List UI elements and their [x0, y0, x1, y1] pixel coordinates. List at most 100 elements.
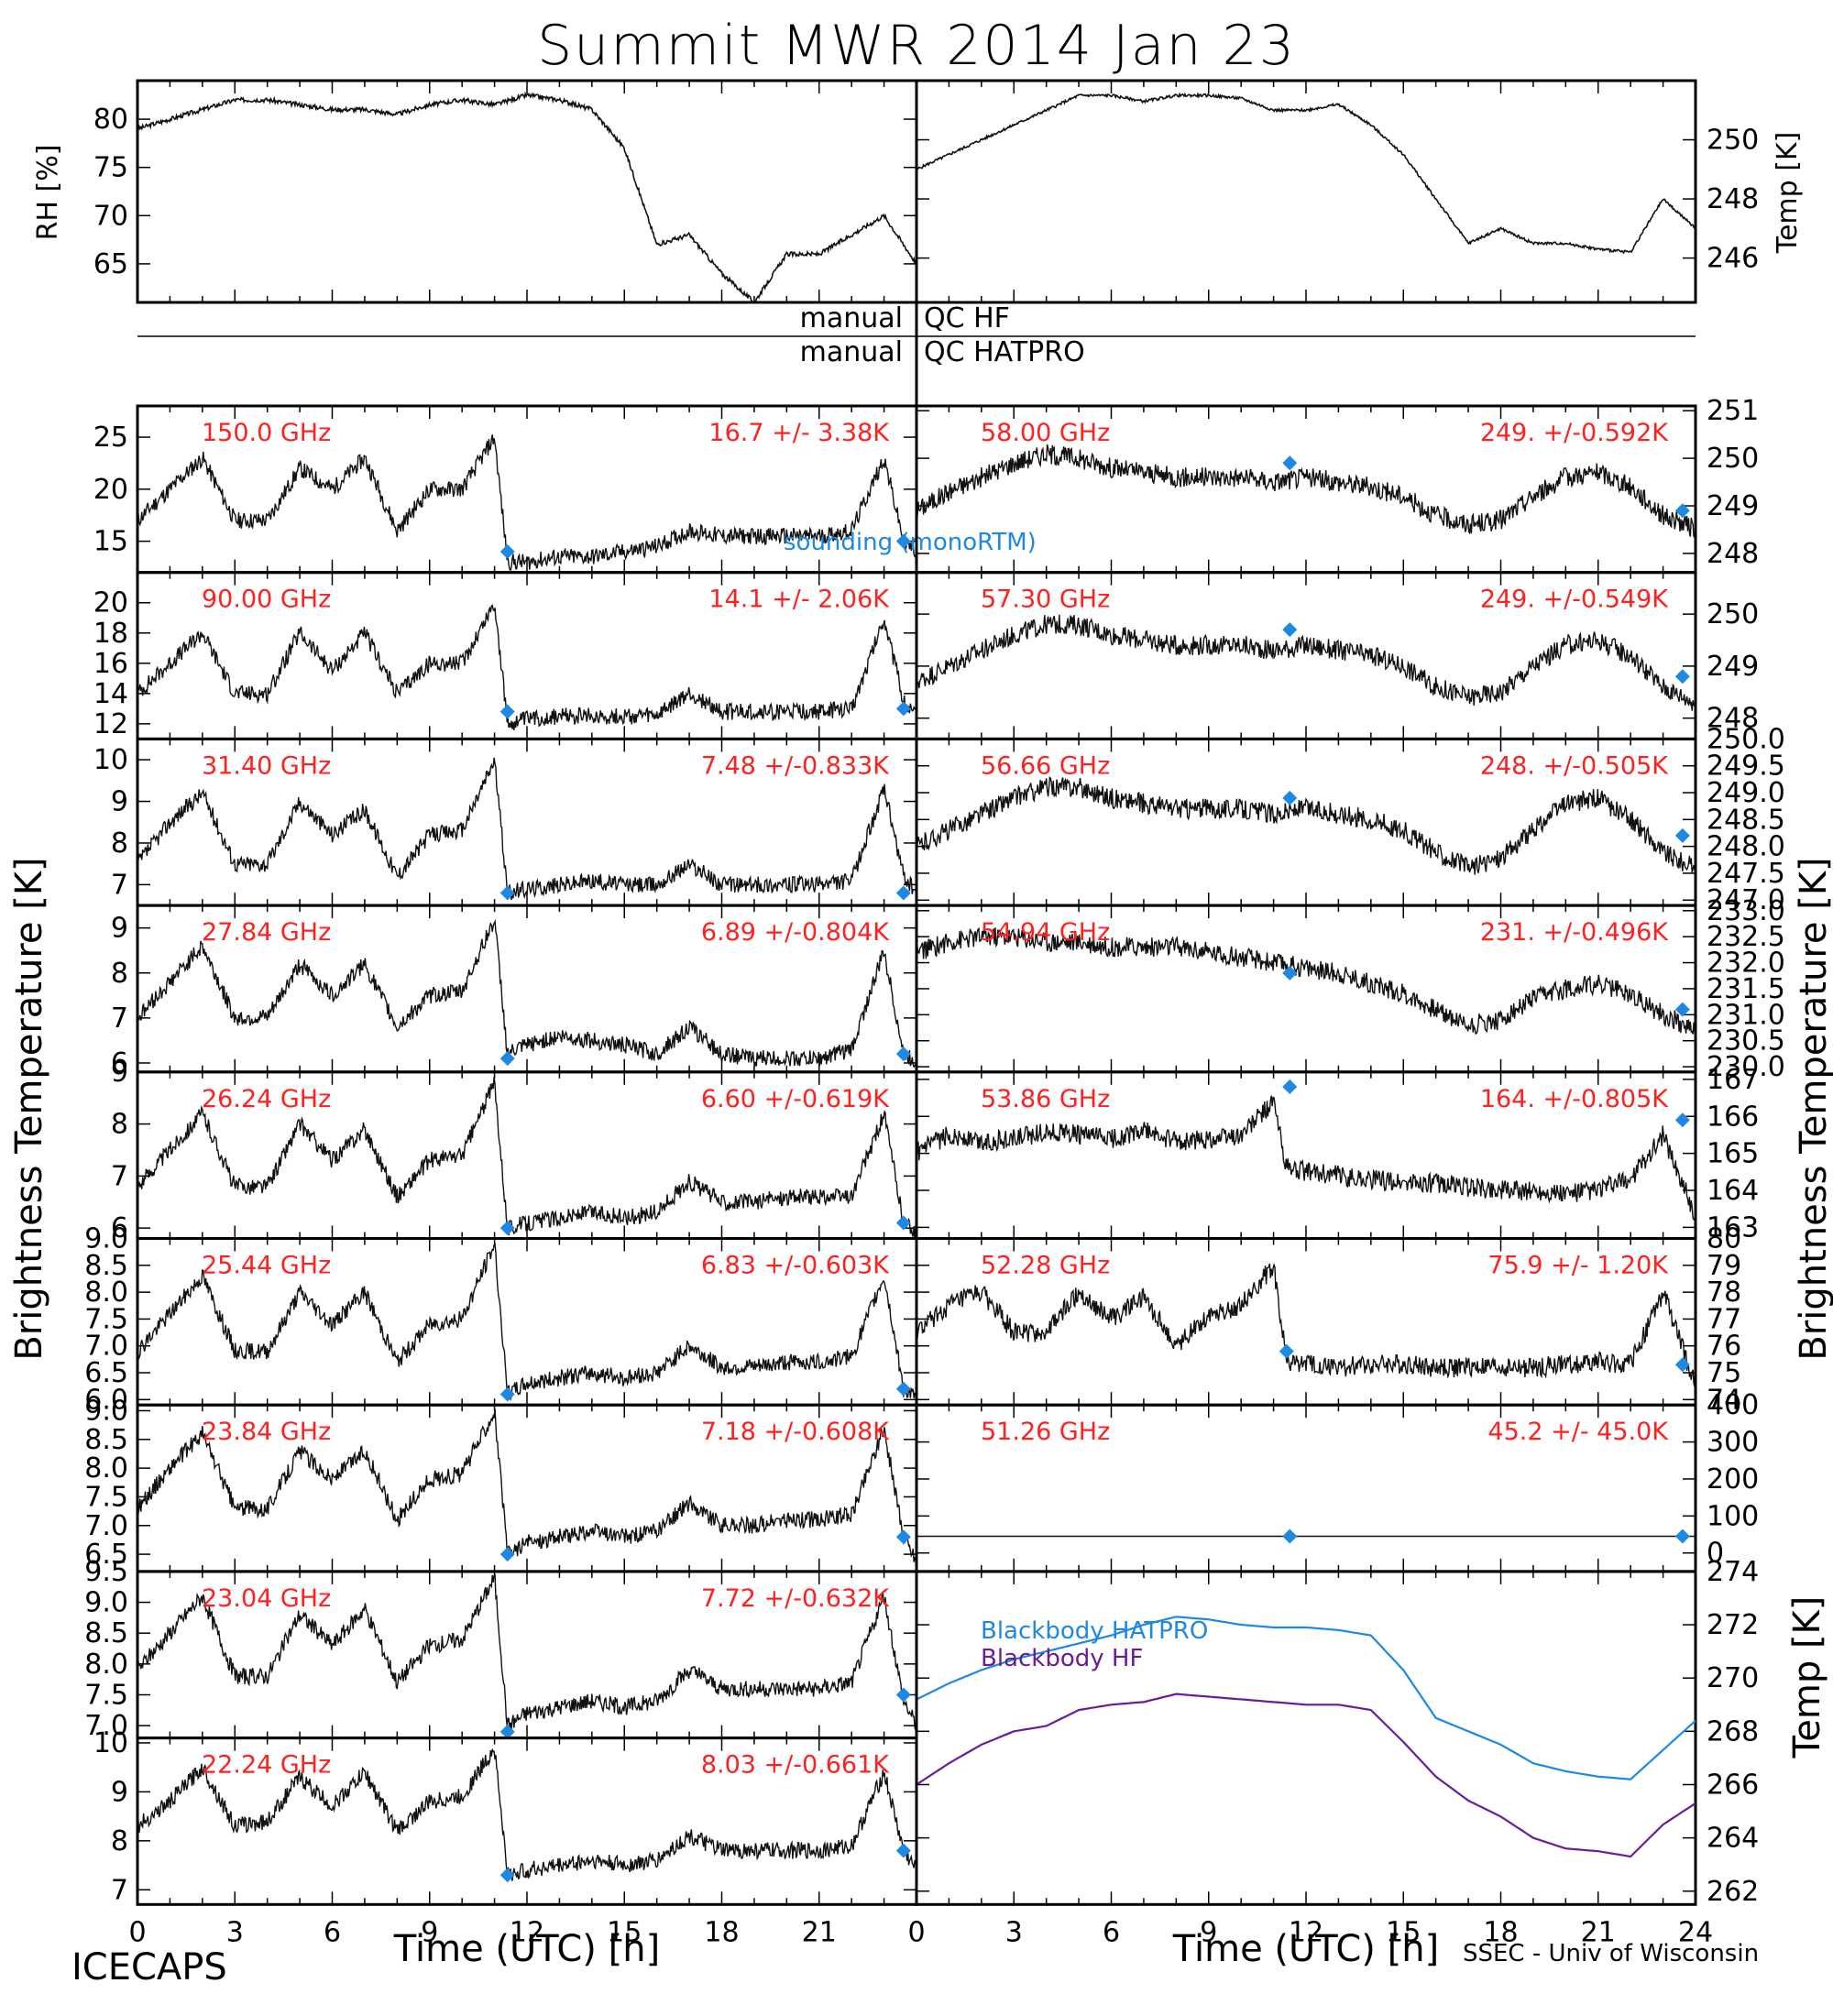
y-tick-label: 7 — [111, 1003, 128, 1035]
data-trace — [137, 1243, 916, 1402]
freq-label: 58.00 GHz — [981, 419, 1110, 447]
sounding-marker — [1282, 455, 1298, 471]
y-tick-label: 231.0 — [1707, 999, 1785, 1031]
data-trace — [137, 1077, 916, 1239]
y-tick-label: 248 — [1707, 703, 1759, 735]
freq-label: 51.26 GHz — [981, 1418, 1110, 1446]
stat-label: 7.18 +/-0.608K — [701, 1418, 890, 1446]
y-tick-label: 8 — [111, 827, 128, 860]
series-line-1 — [916, 1693, 1696, 1858]
y-tick-label: 262 — [1707, 1876, 1759, 1908]
y-tick-label: 232.5 — [1707, 921, 1785, 953]
y-tick-label: 400 — [1707, 1389, 1759, 1421]
y-tick-label: 77 — [1707, 1303, 1741, 1335]
y-tick-label: 7.5 — [84, 1481, 128, 1513]
x-tick-label: 18 — [704, 1916, 739, 1948]
y-tick-label: 164 — [1707, 1175, 1759, 1207]
y-tick-label: 251 — [1707, 395, 1759, 427]
y-tick-label: 20 — [93, 587, 128, 619]
x-tick-label: 3 — [226, 1916, 244, 1948]
stat-label: 6.60 +/-0.619K — [701, 1085, 890, 1113]
stat-label: 164. +/-0.805K — [1480, 1085, 1669, 1113]
y-tick-label: 268 — [1707, 1715, 1759, 1748]
stat-label: 8.03 +/-0.661K — [701, 1751, 890, 1780]
legend-entry-0: Blackbody HATPRO — [981, 1617, 1208, 1645]
freq-label: 25.44 GHz — [202, 1252, 331, 1280]
y-tick-label: 7 — [111, 1160, 128, 1192]
freq-label: 26.24 GHz — [202, 1085, 331, 1113]
sounding-marker — [1674, 827, 1690, 843]
y-tick-label: 7.0 — [84, 1331, 128, 1363]
panel-data — [916, 1616, 1696, 1858]
y-tick-label: 6 — [111, 1212, 128, 1244]
sounding-marker — [1279, 1343, 1294, 1359]
stat-label: 6.83 +/-0.603K — [701, 1252, 890, 1280]
y-tick-label: 18 — [93, 618, 128, 650]
data-trace — [137, 434, 916, 572]
sounding-marker — [895, 1215, 911, 1231]
stat-label: 249. +/-0.549K — [1480, 586, 1669, 614]
sounding-marker — [895, 701, 911, 717]
data-trace — [137, 919, 916, 1069]
y-tick-label: 248 — [1707, 183, 1759, 215]
y-tick-label: 8 — [111, 958, 128, 990]
y-tick-label: 8.5 — [84, 1617, 128, 1649]
y-tick-label: 250 — [1707, 598, 1759, 630]
y-tick-label: 264 — [1707, 1823, 1759, 1855]
footer-right: SSEC - Univ of Wisconsin — [1463, 1940, 1759, 1967]
panel-data — [916, 776, 1696, 875]
stat-label: 7.48 +/-0.833K — [701, 751, 890, 780]
panel-data — [137, 1243, 916, 1402]
y-tick-label: 248.0 — [1707, 831, 1785, 863]
freq-label: 57.30 GHz — [981, 586, 1110, 614]
sounding-marker — [1282, 622, 1298, 638]
stat-label: 7.72 +/-0.632K — [701, 1584, 890, 1613]
y-tick-label: 8 — [111, 1109, 128, 1141]
stat-label: 16.7 +/- 3.38K — [708, 419, 890, 447]
y-tick-label: 232.0 — [1707, 948, 1785, 980]
x-tick-label: 21 — [802, 1916, 837, 1948]
y-tick-label: 8 — [111, 1825, 128, 1857]
data-trace — [916, 92, 1696, 255]
x-tick-label: 0 — [128, 1916, 146, 1948]
panel-temp: 246 248 250 — [915, 79, 1759, 304]
sounding-marker — [1282, 1079, 1298, 1094]
y-tick-label: 74 — [1707, 1384, 1741, 1416]
sounding-marker — [1674, 503, 1690, 519]
qc-hf-label: QC HF — [924, 302, 1010, 334]
data-trace — [916, 776, 1696, 875]
x-tick-label: 0 — [907, 1916, 925, 1948]
x-tick-label: 6 — [1103, 1916, 1120, 1948]
data-trace — [137, 1748, 916, 1881]
y-tick-label: 230.0 — [1707, 1051, 1785, 1083]
y-tick-label: 247.0 — [1707, 884, 1785, 916]
x-tick-label: 15 — [1386, 1916, 1421, 1948]
sounding-marker — [499, 1051, 515, 1067]
panel-31-40-ghz: 7 8 9 10 31.40 GHz 7.48 +/-0.833K — [93, 737, 918, 907]
freq-label: 23.04 GHz — [202, 1584, 331, 1613]
y-tick-label: 7 — [111, 1874, 128, 1906]
y-tick-label: 249 — [1707, 490, 1759, 522]
panel-rh: 65 70 75 80 — [93, 79, 918, 304]
panel-25-44-ghz: 6.06.57.07.58.08.59.0 25.44 GHz 6.83 +/-0.… — [84, 1223, 918, 1416]
data-trace — [137, 1573, 916, 1731]
data-trace — [137, 91, 916, 302]
freq-label: 27.84 GHz — [202, 918, 331, 947]
y-tick-label: 250 — [1707, 443, 1759, 475]
freq-label: 22.24 GHz — [202, 1751, 331, 1780]
y-tick-label: 75 — [1707, 1357, 1741, 1389]
data-trace — [137, 1408, 916, 1563]
stat-label: 75.9 +/- 1.20K — [1487, 1252, 1669, 1280]
stat-label: 14.1 +/- 2.06K — [708, 586, 890, 614]
y-tick-label: 7.0 — [84, 1510, 128, 1542]
y-tick-label: 6.5 — [84, 1357, 128, 1389]
series-line-0 — [916, 1616, 1696, 1780]
y-tick-label: 274 — [1707, 1556, 1759, 1588]
panel-data — [137, 1408, 916, 1563]
xlabel-left: Time (UTC) [h] — [393, 1928, 660, 1970]
panel-51-26-ghz: 0 100 200 300 400 51.26 GHz 45.2 +/- 45.0K — [915, 1389, 1759, 1573]
panel-26-24-ghz: 6 7 8 9 26.24 GHz 6.60 +/-0.619K — [111, 1057, 918, 1244]
panel-data — [916, 444, 1696, 538]
y-tick-label: 6 — [111, 1047, 128, 1079]
